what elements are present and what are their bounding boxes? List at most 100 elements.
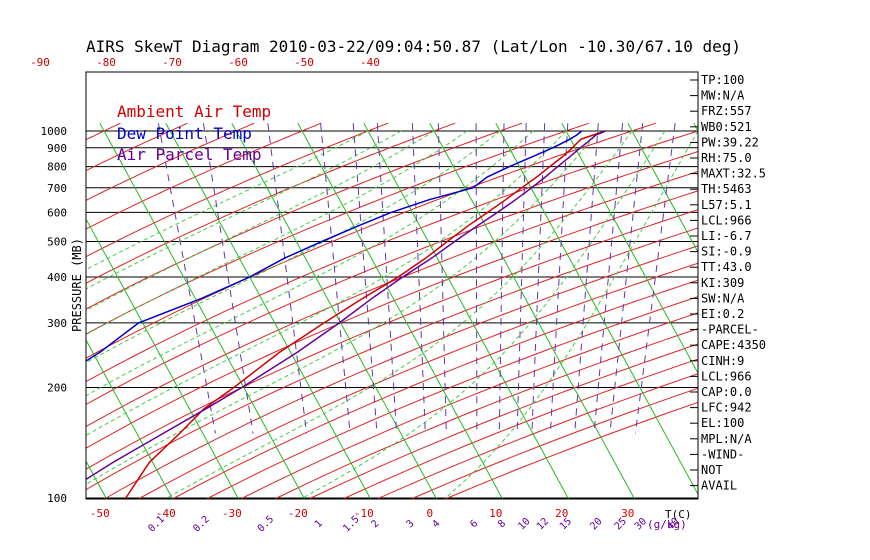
- bottom-temp-tick-label: -50: [90, 507, 110, 520]
- index-entry: LI:-6.7: [701, 229, 752, 243]
- dry-adiabat-line: [86, 122, 523, 310]
- air-parcel-temp-line: [86, 130, 606, 481]
- legend-air-parcel-temp: Air Parcel Temp: [117, 145, 262, 164]
- ambient-air-temp-line: [125, 130, 606, 499]
- dry-adiabat-line: [103, 245, 698, 499]
- mixing-ratio-line: [609, 123, 644, 434]
- pressure-tick-label: 1000: [41, 125, 68, 138]
- isotherm-line: [86, 339, 174, 499]
- mixing-ratio-tick-label: 10: [516, 516, 532, 532]
- moist-adiabat-line: [86, 130, 435, 311]
- index-entry: KI:309: [701, 276, 744, 290]
- x-axis-label: T(C): [665, 508, 692, 521]
- series-lines: [86, 130, 606, 499]
- mixing-ratio-line: [574, 123, 599, 434]
- isotherm-line: [363, 122, 570, 499]
- mixing-ratio-tick-label: 2: [370, 518, 382, 530]
- mixing-ratio-unit-label: (g/kg): [647, 518, 687, 531]
- pressure-tick-label: 300: [47, 317, 67, 330]
- mixing-ratio-line: [267, 123, 308, 434]
- dry-adiabat-line: [86, 122, 590, 335]
- index-entry: LCL:966: [701, 369, 752, 383]
- moist-adiabat-line: [300, 130, 666, 499]
- moist-adiabat-line: [443, 130, 698, 499]
- moist-adiabat-line: [86, 130, 600, 485]
- index-entry: EL:100: [701, 416, 744, 430]
- dry-adiabat-line: [137, 262, 698, 499]
- dry-adiabat-line: [239, 312, 698, 499]
- mixing-ratio-tick-label: 3: [405, 518, 417, 530]
- moist-adiabat-line: [86, 130, 369, 271]
- bottom-temp-tick-label: -30: [222, 507, 242, 520]
- isotherm-line: [231, 122, 438, 499]
- moist-adiabat-line: [86, 130, 501, 364]
- dry-adiabat-lines: [0, 122, 698, 515]
- index-entry: L57:5.1: [701, 198, 752, 212]
- pressure-tick-label: 700: [47, 182, 67, 195]
- index-entry: SW:N/A: [701, 291, 745, 305]
- isotherm-line: [297, 122, 504, 499]
- isotherm-line: [0, 123, 49, 515]
- bottom-temp-tick-label: 0: [426, 507, 433, 520]
- index-entry: NOT: [701, 463, 723, 477]
- index-entry: RH:75.0: [701, 151, 752, 165]
- isotherm-line: [86, 217, 240, 499]
- bottom-temp-tick-label: -10: [354, 507, 374, 520]
- dry-adiabat-line: [86, 209, 698, 470]
- mixing-ratio-line: [352, 123, 378, 434]
- mixing-ratio-tick-label: 4: [431, 518, 443, 530]
- pressure-tick-label: 800: [47, 161, 67, 174]
- bottom-temp-tick-label: -40: [156, 507, 176, 520]
- bottom-temp-tick-label: 10: [489, 507, 502, 520]
- legend-ambient-air-temp: Ambient Air Temp: [117, 102, 271, 121]
- index-entry: TH:5463: [701, 182, 752, 196]
- moist-adiabat-line: [86, 130, 534, 397]
- index-entry: WB0:521: [701, 120, 752, 134]
- dry-adiabat-line: [86, 122, 322, 230]
- chart-title: AIRS SkewT Diagram 2010-03-22/09:04:50.8…: [86, 37, 741, 56]
- index-entry: AVAIL: [701, 479, 737, 493]
- dry-adiabat-line: [86, 122, 188, 172]
- top-temp-tick-label: -50: [294, 56, 314, 69]
- top-temp-tick-label: -40: [360, 56, 380, 69]
- plot-area: [0, 122, 698, 515]
- mixing-ratio-tick-label: 0.2: [191, 514, 212, 535]
- mixing-ratio-line: [437, 123, 447, 434]
- index-entry: -PARCEL-: [701, 323, 759, 337]
- index-entry: FRZ:557: [701, 104, 752, 118]
- dry-adiabat-line: [86, 227, 698, 491]
- isotherm-line: [561, 122, 698, 375]
- dry-adiabat-line: [307, 343, 698, 499]
- isotherm-line: [627, 122, 698, 254]
- dry-adiabat-line: [171, 279, 698, 499]
- top-temperature-tick-labels: -120-110-100-90-80-70-60-50-40: [30, 56, 380, 69]
- top-temp-tick-label: -90: [30, 56, 50, 69]
- moist-adiabat-line: [86, 130, 567, 437]
- bottom-temp-tick-label: -20: [288, 507, 308, 520]
- mixing-ratio-tick-label: 8: [496, 518, 508, 530]
- index-entry: TP:100: [701, 73, 744, 87]
- pressure-tick-label: 900: [47, 142, 67, 155]
- mixing-ratio-line: [202, 123, 254, 434]
- index-entry: CAP:0.0: [701, 385, 752, 399]
- top-temp-tick-label: -80: [96, 56, 116, 69]
- index-entry: SI:-0.9: [701, 245, 752, 259]
- dry-adiabat-line: [0, 123, 54, 515]
- bottom-temp-tick-label: 20: [555, 507, 568, 520]
- top-temp-tick-label: -60: [228, 56, 248, 69]
- mixing-ratio-line: [634, 123, 676, 434]
- plot-frame: [85, 71, 699, 500]
- mixing-ratio-tick-label: 12: [535, 516, 551, 532]
- index-entry: LCL:966: [701, 213, 752, 227]
- moist-adiabat-line: [164, 130, 633, 499]
- moist-adiabat-lines: [86, 130, 698, 499]
- index-entry: MPL:N/A: [701, 432, 752, 446]
- top-temp-tick-label: -70: [162, 56, 182, 69]
- dry-adiabat-line: [86, 122, 389, 258]
- mixing-ratio-line: [157, 123, 216, 434]
- pressure-tick-label: 200: [47, 382, 67, 395]
- bottom-temp-tick-label: 30: [621, 507, 634, 520]
- index-entry: PW:39.22: [701, 135, 759, 149]
